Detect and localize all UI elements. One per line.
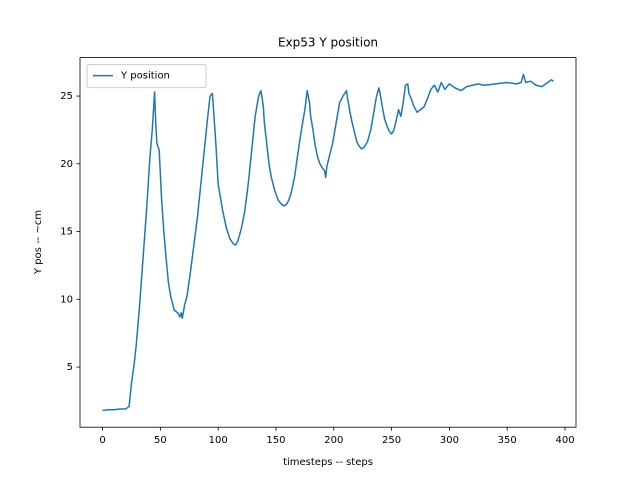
y-tick-label: 20 xyxy=(60,159,73,170)
x-tick-label: 400 xyxy=(555,435,574,446)
chart-title: Exp53 Y position xyxy=(278,36,378,50)
x-tick-label: 300 xyxy=(440,435,459,446)
y-axis-label: Y pos -- ~cm xyxy=(33,210,44,275)
y-tick-label: 15 xyxy=(60,227,73,238)
y-tick-label: 5 xyxy=(67,362,73,373)
x-tick-label: 150 xyxy=(266,435,285,446)
line xyxy=(102,73,554,412)
x-tick-label: 100 xyxy=(209,435,228,446)
x-tick-label: 0 xyxy=(99,435,105,446)
x-tick-label: 350 xyxy=(498,435,517,446)
y-tick-label: 10 xyxy=(60,294,73,305)
legend-label: Y position xyxy=(120,71,170,82)
y-tick-label: 25 xyxy=(60,91,73,102)
x-tick-label: 250 xyxy=(382,435,401,446)
plot-frame xyxy=(79,57,577,428)
x-tick-label: 200 xyxy=(324,435,343,446)
x-tick-label: 50 xyxy=(154,435,167,446)
x-axis-label: timesteps -- steps xyxy=(283,457,373,468)
legend-box xyxy=(86,64,207,89)
